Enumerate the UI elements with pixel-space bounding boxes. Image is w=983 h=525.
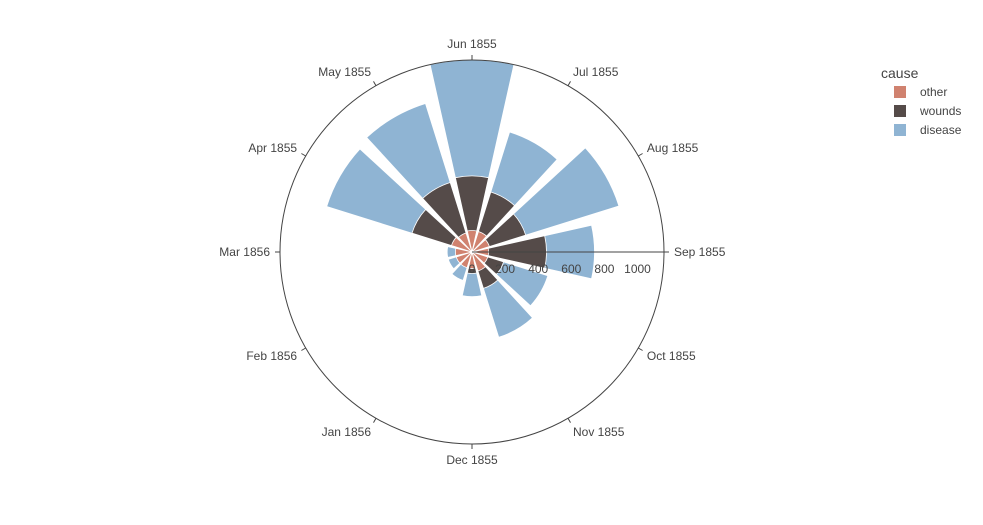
legend-swatch [894, 105, 906, 117]
angular-label: May 1855 [318, 65, 371, 79]
bar-wounds-8 [422, 182, 473, 253]
angular-label: Mar 1856 [219, 245, 270, 259]
legend-label: disease [920, 123, 962, 137]
angular-label: Jun 1855 [447, 37, 497, 51]
bar-other-10 [471, 230, 488, 253]
angular-label: Nov 1855 [573, 425, 625, 439]
legend-item-other[interactable]: other [894, 85, 947, 99]
angular-label: Jan 1856 [322, 425, 372, 439]
legend-item-wounds[interactable]: wounds [894, 104, 961, 118]
bar-other-8 [457, 232, 473, 253]
bar-other-5 [455, 251, 473, 264]
bar-other-2 [471, 251, 487, 272]
angular-tick [638, 153, 643, 157]
angular-label: Feb 1856 [246, 349, 297, 363]
radial-tick-label: 800 [594, 262, 614, 276]
angular-label: Sep 1855 [674, 245, 726, 259]
angular-label: Jul 1855 [573, 65, 619, 79]
legend-swatch [894, 86, 906, 98]
angular-tick [373, 418, 377, 423]
bar-other-6 [455, 247, 473, 257]
bar-other-7 [450, 236, 473, 253]
bar-disease-3 [461, 251, 483, 298]
bars-layer [326, 59, 620, 338]
bar-wounds-9 [454, 175, 490, 253]
angular-tick [301, 347, 306, 351]
legend-label: other [920, 85, 947, 99]
angular-label: Dec 1855 [446, 453, 498, 467]
radial-tick-label: 0 [469, 262, 476, 276]
radial-tick-label: 400 [528, 262, 548, 276]
bar-other-1 [471, 251, 489, 264]
angular-tick [373, 81, 377, 86]
legend-title: cause [881, 65, 919, 81]
angular-tick [301, 153, 306, 157]
angular-tick [567, 81, 571, 86]
bar-other-9 [466, 230, 478, 253]
bar-other-3 [467, 251, 477, 269]
legend: cause other wounds disease [881, 65, 962, 137]
legend-item-disease[interactable]: disease [894, 123, 962, 137]
axes-layer: 0 200 400 600 800 1000 Sep 1855 Oct 1855 Nov 185… [219, 37, 725, 467]
angular-tick [567, 418, 571, 423]
legend-label: wounds [919, 104, 961, 118]
radial-tick-label: 1000 [624, 262, 651, 276]
radial-tick-label: 200 [495, 262, 515, 276]
radial-tick-label: 600 [561, 262, 581, 276]
bar-other-11 [471, 239, 490, 253]
angular-label: Oct 1855 [647, 349, 696, 363]
bar-other-4 [460, 251, 473, 269]
angular-label: Aug 1855 [647, 141, 699, 155]
series-other [450, 230, 490, 272]
angular-tick [638, 347, 643, 351]
angular-label: Apr 1855 [248, 141, 297, 155]
legend-swatch [894, 124, 906, 136]
